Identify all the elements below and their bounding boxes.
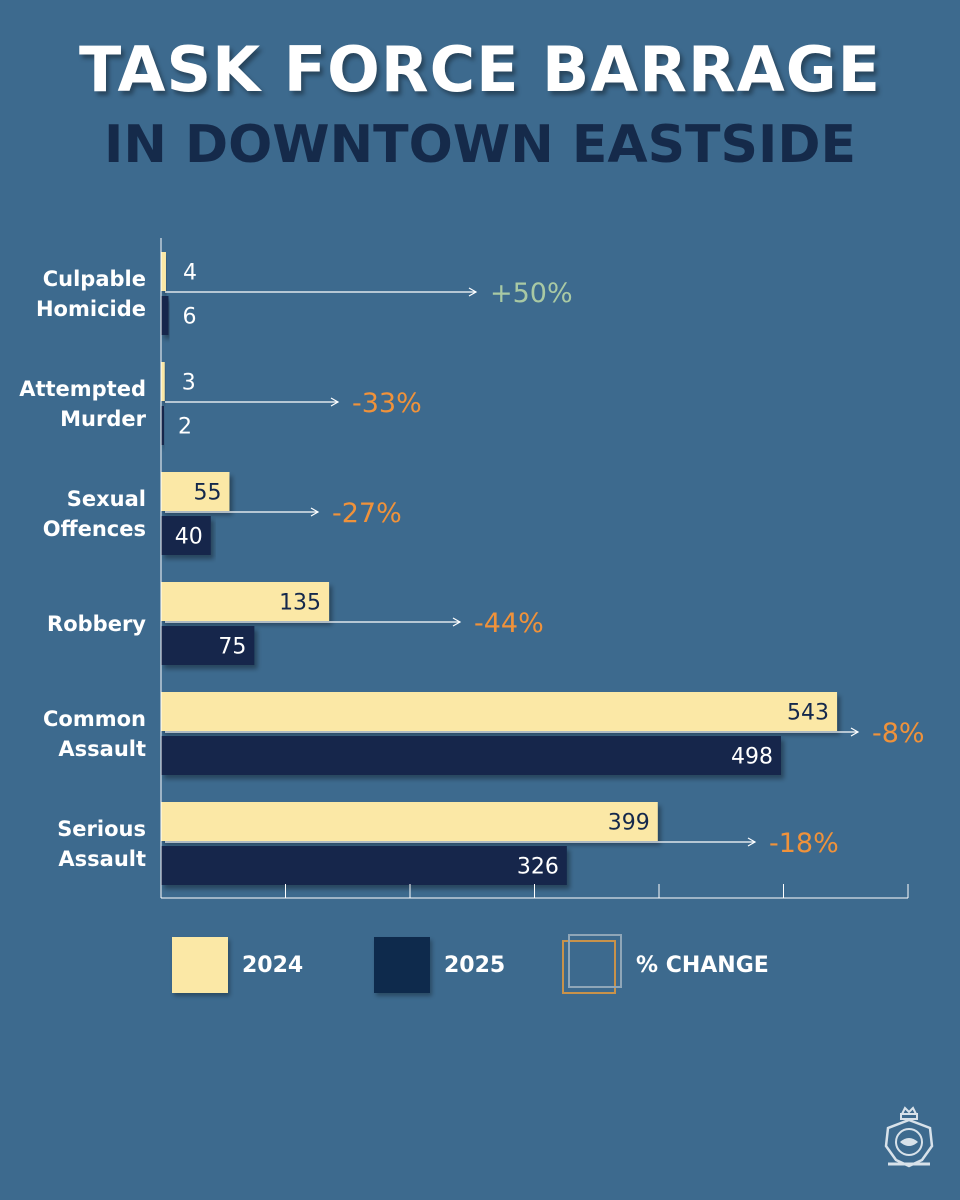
category-label-4-0: Common [43,707,146,731]
bar-2024-0 [161,252,166,291]
pct-change-label-3: -44% [474,608,544,639]
value-label-2025-0: 6 [182,305,196,330]
value-label-2025-5: 326 [517,855,559,880]
bar-2025-1 [161,406,164,445]
value-label-2024-1: 3 [182,371,196,396]
bar-2025-3 [161,626,255,665]
pct-change-label-2: -27% [332,498,402,529]
bar-chart: 4 6 +50% Culpable Homicide 3 2 -33% Attempted Mur… [19,238,925,899]
value-label-2024-0: 4 [183,261,197,286]
legend-label-2024: 2024 [242,952,304,978]
bar-2024-2 [161,472,230,511]
bar-2025-5 [161,846,567,885]
bar-2025-0 [161,296,169,335]
legend-item-pct-change: % CHANGE [562,934,769,996]
legend-swatch-2024 [172,937,228,993]
value-label-2024-4: 543 [787,701,829,726]
category-label-4-1: Assault [58,737,146,761]
category-label-1-1: Murder [60,407,146,431]
legend-swatch-pct-change [562,934,624,996]
category-label-2-0: Sexual [67,487,146,511]
pct-change-label-1: -33% [352,388,422,419]
value-label-2024-3: 135 [279,591,321,616]
category-label-5-0: Serious [57,817,146,841]
value-label-2024-2: 55 [193,481,221,506]
category-label-2-1: Offences [43,517,146,541]
pct-change-label-0: +50% [490,278,573,309]
bar-2025-4 [161,736,782,775]
value-label-2025-4: 498 [731,745,773,770]
legend-item-2025: 2025 [374,936,505,994]
bar-2024-3 [161,582,330,621]
value-label-2025-3: 75 [218,635,246,660]
category-label-3-0: Robbery [47,612,146,636]
pct-change-label-5: -18% [769,828,839,859]
legend-label-pct-change: % CHANGE [636,952,769,978]
police-crest-icon [884,1106,934,1168]
bar-2025-2 [161,516,211,555]
category-label-1-0: Attempted [19,377,146,401]
bar-2024-5 [161,802,658,841]
category-label-5-1: Assault [58,847,146,871]
legend-label-2025: 2025 [444,952,506,978]
bar-2024-4 [161,692,838,731]
value-label-2025-2: 40 [175,525,203,550]
value-label-2024-5: 399 [608,811,650,836]
legend-swatch-2025 [374,937,430,993]
page-title: TASK FORCE BARRAGE [79,33,881,106]
pct-change-label-4: -8% [872,718,925,749]
page-subtitle: IN DOWNTOWN EASTSIDE [103,115,857,175]
bar-2024-1 [161,362,165,401]
legend-item-2024: 2024 [172,936,303,994]
value-label-2025-1: 2 [178,415,192,440]
category-label-0-1: Homicide [36,297,146,321]
category-label-0-0: Culpable [43,267,146,291]
